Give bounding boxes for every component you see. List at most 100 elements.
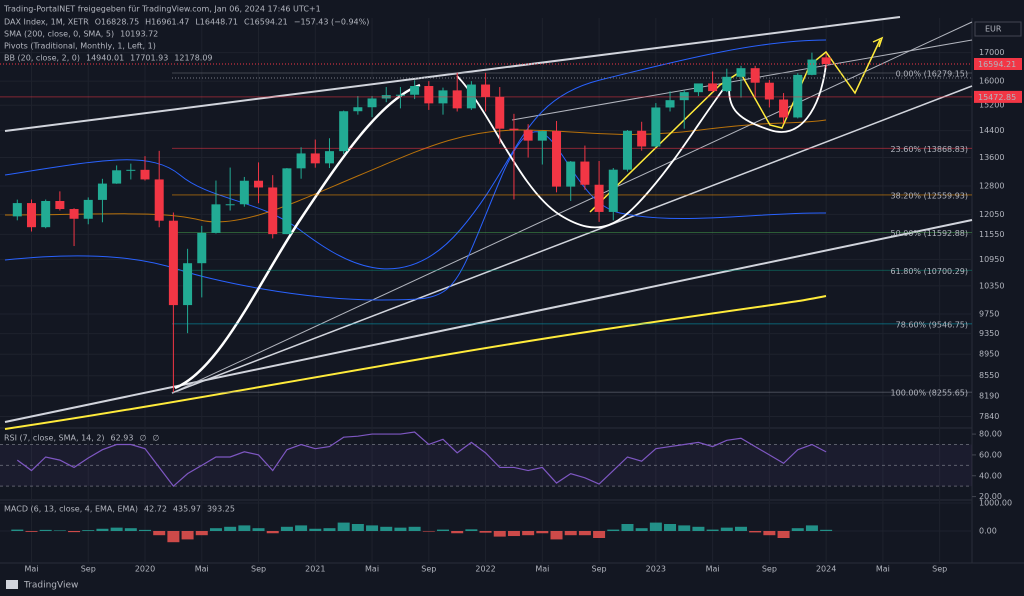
legend-text: 17701.93 — [130, 54, 168, 63]
macd-bar — [252, 528, 265, 531]
candle-body — [254, 180, 264, 188]
trend-line — [4, 16, 901, 132]
price-marker-box — [974, 57, 1022, 70]
macd-bar — [266, 531, 279, 534]
y-tick-label: 10950 — [979, 255, 1004, 264]
candle-body — [495, 96, 505, 129]
candle-body — [183, 263, 193, 306]
macd-bar — [578, 531, 591, 536]
macd-bar — [153, 531, 166, 536]
macd-bar — [692, 526, 705, 531]
x-tick-label: Sep — [762, 565, 777, 574]
legend-text: O16828.75 — [95, 18, 139, 27]
macd-bar — [351, 524, 364, 531]
legend-text: 62.93 — [111, 434, 134, 443]
candle-body — [424, 86, 434, 104]
macd-bar — [805, 525, 818, 531]
macd-bar — [493, 531, 506, 537]
macd-bar — [280, 526, 293, 531]
macd-bar — [124, 528, 137, 531]
currency: EUR — [985, 25, 1002, 34]
macd-bar — [536, 531, 549, 534]
candle-body — [140, 169, 150, 180]
y-tick-label: 11550 — [979, 230, 1004, 239]
candle-body — [566, 161, 576, 187]
y-tick-label: 15200 — [979, 101, 1004, 110]
candle-body — [665, 100, 675, 108]
candle-body — [97, 183, 107, 200]
legend-text: 12178.09 — [174, 54, 212, 63]
x-tick-label: Mai — [535, 565, 549, 574]
macd-bar — [53, 530, 66, 531]
macd-bar — [706, 529, 719, 531]
candle-body — [693, 83, 703, 93]
legend-text: 435.97 — [173, 505, 201, 514]
y-tick-label: 12050 — [979, 210, 1004, 219]
legend-text: 10193.72 — [120, 30, 158, 39]
y-tick-label: 16000 — [979, 77, 1004, 86]
fib-label: 38.20% (12559.93) — [891, 191, 968, 200]
macd-bar — [408, 526, 421, 531]
candle-body — [580, 161, 590, 185]
price-marker: 16594.21 — [978, 60, 1016, 69]
candle-body — [736, 68, 746, 77]
legend-text: Pivots (Traditional, Monthly, 1, Left, 1… — [4, 42, 156, 51]
candle-body — [779, 99, 789, 118]
macd-bar — [777, 531, 790, 538]
macd-bar — [209, 528, 222, 531]
candle-body — [750, 68, 760, 83]
candle-body — [807, 59, 817, 75]
macd-bar — [181, 531, 194, 540]
macd-bar — [593, 531, 606, 538]
bb-upper — [4, 39, 827, 270]
rsi-tick-label: 80.00 — [979, 430, 1002, 439]
candle-body — [154, 179, 164, 221]
bb-basis — [4, 119, 827, 223]
fib-label: 78.60% (9546.75) — [896, 320, 968, 329]
macd-bar — [479, 531, 492, 533]
macd-bar — [25, 531, 38, 532]
candle-body — [83, 199, 93, 219]
candle-body — [282, 168, 292, 235]
legend-text: ∅ — [152, 434, 159, 443]
candle-body — [26, 203, 36, 228]
candle-body — [112, 170, 122, 184]
macd-bar — [720, 527, 733, 531]
macd-bar — [68, 531, 81, 533]
brand-logo — [6, 580, 18, 589]
macd-bar — [309, 528, 322, 531]
legend-text: 14940.01 — [86, 54, 124, 63]
macd-bar — [734, 526, 747, 531]
candle-body — [41, 200, 51, 228]
sma-line — [4, 295, 827, 430]
x-tick-label: 2021 — [305, 565, 325, 574]
macd-bar — [295, 525, 308, 531]
candle-body — [126, 169, 136, 171]
rsi-tick-label: 40.00 — [979, 471, 1002, 480]
candle-body — [310, 153, 320, 164]
macd-bar — [337, 522, 350, 531]
candle-body — [353, 107, 363, 112]
y-tick-label: 13600 — [979, 153, 1004, 162]
price-marker-box — [974, 90, 1022, 103]
macd-bar — [380, 526, 393, 531]
macd-bar — [110, 527, 123, 531]
candle-body — [481, 84, 491, 97]
fib-label: 100.00% (8255.65) — [891, 389, 968, 398]
candle-body — [197, 232, 207, 264]
macd-bar — [763, 531, 776, 536]
trend-line — [4, 219, 973, 423]
fib-label: 0.00% (16279.15) — [896, 70, 968, 79]
y-tick-label: 8950 — [979, 350, 999, 359]
candle-body — [608, 169, 618, 212]
trend-line — [171, 21, 973, 394]
macd-bar — [11, 529, 24, 531]
candle-body — [268, 187, 278, 235]
macd-bar — [621, 524, 634, 531]
macd-bar — [195, 531, 208, 536]
x-tick-label: 2022 — [475, 565, 495, 574]
rsi-line — [16, 431, 827, 488]
y-tick-label: 10350 — [979, 281, 1004, 290]
macd-bar — [550, 531, 563, 540]
y-tick-label: 14400 — [979, 126, 1004, 135]
